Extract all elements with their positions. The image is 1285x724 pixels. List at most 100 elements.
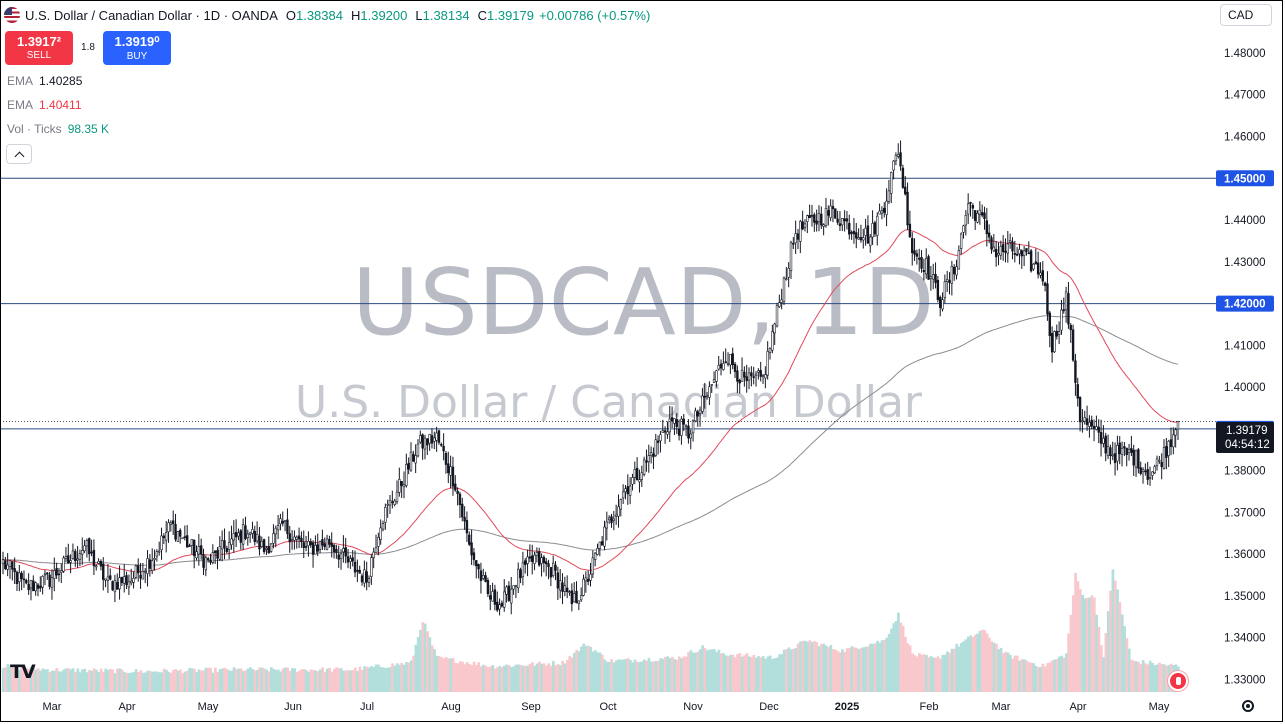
candle xyxy=(381,520,385,532)
candle xyxy=(279,513,282,531)
candle xyxy=(1097,419,1100,444)
volume-bar xyxy=(148,670,152,692)
candle xyxy=(1116,435,1119,471)
buy-price: 1.3919⁰ xyxy=(114,34,160,49)
volume-bar xyxy=(386,667,390,692)
volume-bar xyxy=(1097,626,1101,692)
candle xyxy=(990,235,993,254)
horizontal-levels[interactable] xyxy=(0,177,1216,430)
volume-bar xyxy=(1062,657,1066,692)
candle xyxy=(472,548,476,566)
candle xyxy=(1151,471,1154,480)
volume-bar xyxy=(144,672,147,692)
volume-bar xyxy=(281,668,285,692)
volume-bar xyxy=(724,655,728,692)
candle xyxy=(654,433,657,457)
volume-bar xyxy=(325,668,329,692)
candle xyxy=(407,457,410,475)
volume-bar xyxy=(927,657,931,692)
candle xyxy=(36,583,40,597)
volume-bar xyxy=(645,660,649,692)
volume-bar xyxy=(1050,660,1054,692)
candle xyxy=(904,175,907,196)
volume-bar xyxy=(733,657,737,692)
volume-bar xyxy=(726,656,730,692)
volume-bar xyxy=(526,665,530,692)
volume-bar xyxy=(1141,660,1145,692)
volume-bar xyxy=(118,668,122,692)
volume-bar xyxy=(62,669,66,692)
volume-bar xyxy=(705,650,709,692)
indicator-ema-slow[interactable]: EMA 1.40285 xyxy=(7,74,82,88)
symbol-title[interactable]: U.S. Dollar / Canadian Dollar · 1D · OAN… xyxy=(25,7,278,23)
volume-bar xyxy=(978,630,982,692)
candle xyxy=(500,600,504,608)
volume-bar xyxy=(195,672,199,692)
candle xyxy=(405,453,408,488)
candle xyxy=(1137,448,1140,474)
candle xyxy=(782,276,786,306)
volume-bar xyxy=(771,659,774,692)
level-label: 1.45000 xyxy=(1224,173,1266,185)
volume-bar xyxy=(18,669,21,692)
candle xyxy=(579,587,583,603)
currency-button[interactable]: CAD xyxy=(1220,4,1272,26)
candle xyxy=(395,480,399,505)
buy-button[interactable]: 1.3919⁰ BUY xyxy=(103,31,171,65)
candle xyxy=(234,519,238,548)
volume-bar xyxy=(267,671,271,692)
volume-bar xyxy=(391,663,394,692)
symbol-header[interactable]: U.S. Dollar / Canadian Dollar · 1D · OAN… xyxy=(4,6,650,24)
candle xyxy=(997,242,1000,266)
candle xyxy=(130,568,133,586)
candle xyxy=(962,224,965,239)
volume-bar xyxy=(1151,662,1154,692)
candle xyxy=(1148,466,1152,486)
candle xyxy=(377,532,380,556)
collapse-indicators-button[interactable] xyxy=(6,144,32,164)
volume-bar xyxy=(158,672,161,692)
volume-bar xyxy=(1153,665,1157,692)
sell-button[interactable]: 1.3917² SELL xyxy=(5,31,73,65)
tradingview-logo-icon[interactable]: TV xyxy=(10,661,36,683)
candle xyxy=(964,210,968,236)
candle xyxy=(113,574,117,603)
candle xyxy=(22,570,26,588)
volume-bar xyxy=(274,669,278,692)
candle xyxy=(388,495,392,514)
candle xyxy=(178,528,182,544)
candle xyxy=(274,525,277,548)
candle xyxy=(675,413,678,434)
time-axis[interactable]: Mar Apr May Jun Jul Aug Sep Oct Nov Dec 2025 Feb Mar… xyxy=(43,701,1170,713)
candle xyxy=(67,543,70,564)
volume-bar xyxy=(936,656,940,692)
volume-bar xyxy=(696,651,700,692)
volume-bar xyxy=(992,642,996,692)
candle xyxy=(25,578,28,585)
volume-bar xyxy=(127,672,131,692)
volume-bar xyxy=(862,647,865,692)
settings-icon[interactable] xyxy=(1242,700,1254,712)
volume-bar xyxy=(475,664,478,692)
volume-bar xyxy=(675,659,679,692)
indicator-ema-fast[interactable]: EMA 1.40411 xyxy=(7,98,82,112)
volume-bar xyxy=(778,654,781,692)
candle xyxy=(111,580,114,591)
volume-bar xyxy=(943,654,947,692)
candle xyxy=(379,519,382,545)
volume-bar xyxy=(351,670,355,692)
volume-bar xyxy=(276,669,280,692)
candle xyxy=(414,444,417,474)
candle xyxy=(950,260,954,296)
candle xyxy=(1169,427,1173,456)
volume-bar xyxy=(619,659,623,692)
volume-bar xyxy=(34,669,38,692)
candle xyxy=(871,210,874,245)
candle xyxy=(918,248,921,272)
candle xyxy=(1118,436,1121,465)
indicator-volume[interactable]: Vol · Ticks 98.35 K xyxy=(7,122,109,136)
volume-bar xyxy=(248,667,252,692)
volume-bar xyxy=(1004,651,1008,692)
candle xyxy=(253,525,256,546)
